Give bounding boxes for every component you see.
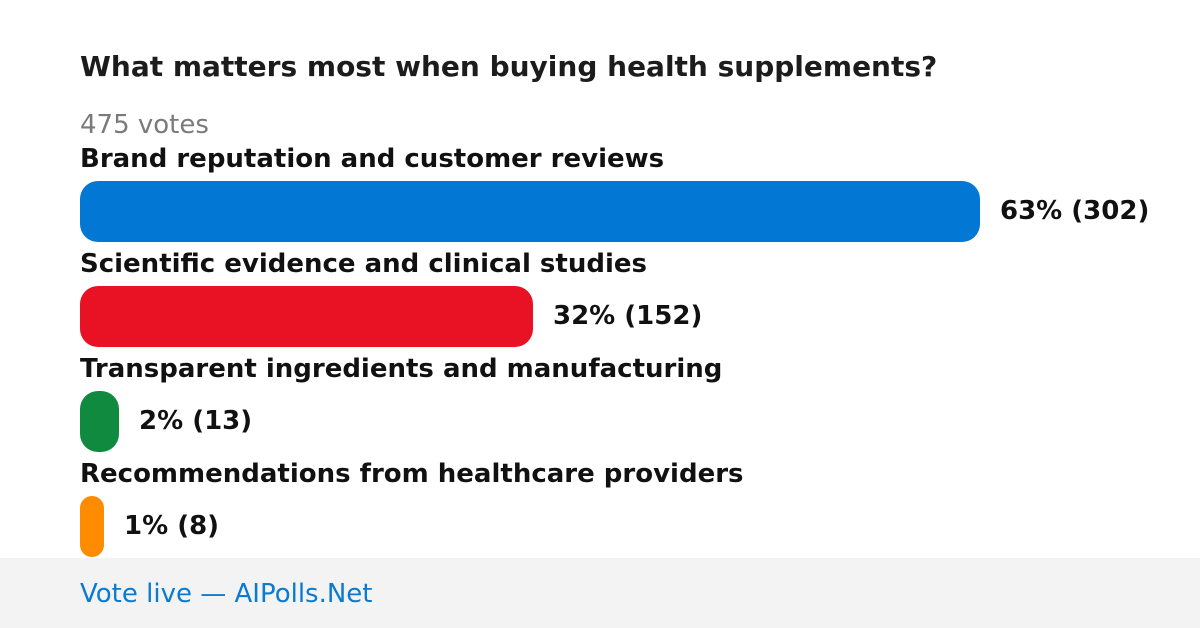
option-label: Recommendations from healthcare provider… — [80, 459, 744, 489]
poll-option: Recommendations from healthcare provider… — [80, 459, 1180, 569]
option-bar — [80, 391, 119, 452]
option-label: Transparent ingredients and manufacturin… — [80, 354, 723, 384]
poll-question: What matters most when buying health sup… — [80, 50, 938, 83]
option-bar — [80, 286, 533, 347]
poll-option: Scientific evidence and clinical studies… — [80, 249, 1180, 359]
option-value-label: 32% (152) — [553, 301, 703, 331]
poll-option: Brand reputation and customer reviews 63%… — [80, 144, 1180, 254]
vote-live-link[interactable]: Vote live — AIPolls.Net — [80, 579, 373, 609]
option-value-label: 63% (302) — [1000, 196, 1150, 226]
poll-option: Transparent ingredients and manufacturin… — [80, 354, 1180, 464]
option-label: Brand reputation and customer reviews — [80, 144, 665, 174]
option-value-label: 1% (8) — [124, 511, 220, 541]
vote-count: 475 votes — [80, 110, 209, 140]
footer-bar: Vote live — AIPolls.Net — [0, 558, 1200, 628]
option-value-label: 2% (13) — [139, 406, 253, 436]
option-bar — [80, 496, 104, 557]
option-label: Scientific evidence and clinical studies — [80, 249, 647, 279]
option-bar — [80, 181, 980, 242]
